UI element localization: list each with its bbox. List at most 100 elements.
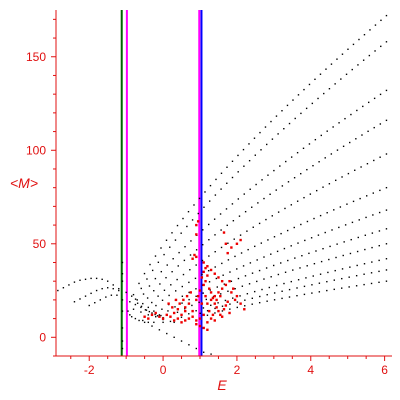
data-point-black <box>154 277 157 280</box>
data-point-black <box>201 273 203 276</box>
data-point-black <box>171 270 173 273</box>
data-point-red <box>185 294 189 298</box>
data-point-black <box>301 255 303 257</box>
data-point-black <box>251 297 254 300</box>
data-point-black <box>237 277 240 280</box>
data-point-black <box>373 97 376 100</box>
data-point-black <box>177 265 179 267</box>
x-tick-label: 2 <box>234 363 241 377</box>
data-point-black <box>271 215 273 217</box>
data-point-black <box>328 258 330 261</box>
data-point-black <box>354 169 356 171</box>
data-point-black <box>290 204 293 206</box>
data-point-black <box>341 268 344 270</box>
data-point-black <box>288 296 291 298</box>
data-point-black <box>186 225 188 228</box>
data-point-black <box>251 303 253 305</box>
data-point-red <box>167 302 170 305</box>
data-point-black <box>355 274 358 277</box>
data-point-red <box>184 319 187 322</box>
data-point-red <box>200 276 204 279</box>
data-point-black <box>261 179 263 181</box>
data-point-black <box>297 279 300 281</box>
data-point-black <box>311 102 314 105</box>
data-point-red <box>224 283 228 287</box>
data-point-black <box>163 253 165 256</box>
data-point-red <box>202 261 205 264</box>
data-point-black <box>333 279 335 281</box>
data-point-black <box>254 154 257 156</box>
data-point-black <box>345 73 348 76</box>
data-point-red <box>195 233 198 236</box>
data-point-black <box>193 204 195 206</box>
data-point-red <box>195 298 198 302</box>
data-point-black <box>281 110 283 112</box>
data-point-red <box>198 289 202 292</box>
data-point-black <box>232 220 235 222</box>
data-point-black <box>380 45 382 48</box>
data-point-black <box>310 237 313 239</box>
data-point-black <box>255 183 257 186</box>
data-point-red <box>202 313 205 317</box>
data-point-black <box>367 130 369 133</box>
data-point-black <box>138 319 140 322</box>
data-point-red <box>224 304 228 307</box>
data-point-black <box>368 54 371 57</box>
data-point-black <box>286 229 289 232</box>
data-point-black <box>180 340 183 342</box>
data-point-black <box>329 245 331 248</box>
data-point-black <box>378 244 380 247</box>
data-point-black <box>195 249 198 251</box>
data-point-black <box>385 258 388 260</box>
data-point-red <box>174 298 178 302</box>
data-point-black <box>110 294 113 296</box>
data-point-black <box>225 208 228 210</box>
data-point-red <box>196 220 200 223</box>
data-point-black <box>385 153 388 155</box>
data-point-black <box>257 202 259 204</box>
data-point-red <box>195 319 198 322</box>
data-point-black <box>369 29 371 31</box>
data-point-black <box>328 88 331 90</box>
data-point-black <box>181 302 183 304</box>
data-point-black <box>315 189 318 192</box>
data-point-black <box>176 311 179 313</box>
data-point-black <box>266 143 268 146</box>
data-point-black <box>288 122 291 125</box>
data-point-black <box>338 226 340 229</box>
data-point-black <box>236 301 239 303</box>
data-point-black <box>229 308 231 310</box>
data-point-red <box>206 328 209 332</box>
data-point-black <box>314 78 316 81</box>
data-point-black <box>268 286 271 289</box>
data-point-black <box>253 290 256 293</box>
data-point-black <box>130 316 133 318</box>
data-point-black <box>251 206 253 208</box>
data-point-black <box>210 304 212 307</box>
data-point-black <box>371 232 374 234</box>
data-point-black <box>304 239 306 242</box>
data-point-black <box>320 260 323 263</box>
data-point-black <box>281 185 284 187</box>
data-point-black <box>174 239 177 241</box>
data-point-red <box>232 287 235 290</box>
data-point-red <box>239 238 242 242</box>
data-point-black <box>312 275 314 277</box>
data-point-black <box>159 283 161 285</box>
data-point-red <box>226 251 229 255</box>
data-point-black <box>355 138 357 140</box>
data-point-black <box>189 269 191 271</box>
data-point-black <box>259 131 261 134</box>
data-point-black <box>385 89 388 92</box>
data-point-black <box>121 347 124 350</box>
data-point-black <box>334 83 336 85</box>
data-point-black <box>363 273 365 275</box>
data-point-black <box>188 344 190 346</box>
data-point-black <box>323 92 325 95</box>
data-point-black <box>121 310 124 312</box>
data-point-black <box>79 279 81 281</box>
data-point-black <box>315 250 317 252</box>
data-point-black <box>288 288 291 291</box>
data-point-black <box>270 253 272 255</box>
data-point-black <box>202 229 204 231</box>
